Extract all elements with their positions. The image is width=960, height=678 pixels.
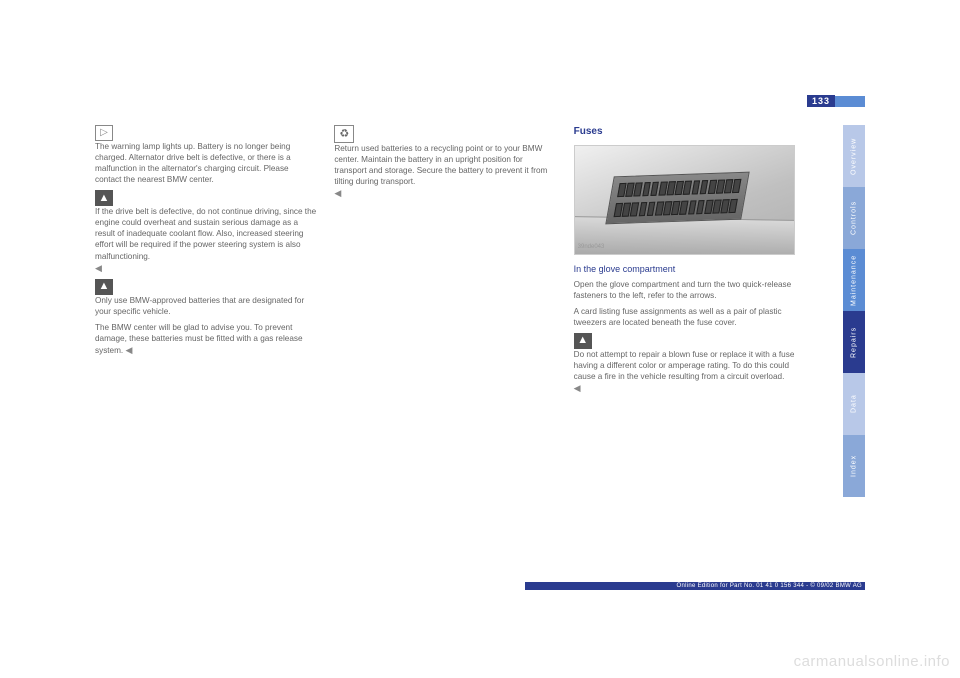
text: Only use BMW-approved batteries that are… [95,295,316,317]
tab-maintenance[interactable]: Maintenance [843,249,865,311]
end-marker-icon: ◀ [126,344,133,356]
end-marker-icon: ◀ [95,262,102,274]
column-3: Fuses 39nde043 In the glove compartme [574,125,795,555]
fuse-panel [605,171,749,224]
figure-label: 39nde043 [578,243,605,251]
page-content: 133 ▷ The warning lamp lights up. Batter… [95,95,865,590]
column-2: ♻ Return used batteries to a recycling p… [334,125,555,555]
end-marker-icon: ◀ [574,382,581,394]
page-number: 133 [807,95,835,107]
para-fuse-warning: ▲ Do not attempt to repair a blown fuse … [574,333,795,394]
tab-index[interactable]: Index [843,435,865,497]
text: If the drive belt is defective, do not c… [95,206,316,261]
tab-overview[interactable]: Overview [843,125,865,187]
fuse-row [613,198,737,216]
figure-bg: 39nde043 [575,146,794,254]
text: The warning lamp lights up. Battery is n… [95,141,316,185]
tab-controls[interactable]: Controls [843,187,865,249]
fuse-figure: 39nde043 [574,145,795,255]
text: Return used batteries to a recycling poi… [334,143,555,187]
play-icon: ▷ [95,125,113,141]
fuse-row [617,178,741,196]
recycle-icon: ♻ [334,125,354,143]
para-card: A card listing fuse assignments as well … [574,306,795,328]
end-marker-icon: ◀ [334,187,341,199]
tab-repairs[interactable]: Repairs [843,311,865,373]
watermark: carmanualsonline.info [794,653,950,670]
warning-icon: ▲ [95,190,113,206]
page-number-bar: 133 [807,95,865,107]
page-stripe [835,96,865,107]
tab-data[interactable]: Data [843,373,865,435]
para-bmw-center: The BMW center will be glad to advise yo… [95,322,316,356]
para-battery-warning: ▷ The warning lamp lights up. Battery is… [95,125,316,185]
subheading-glove: In the glove compartment [574,263,795,275]
column-layout: ▷ The warning lamp lights up. Battery is… [95,125,795,555]
para-recycle: ♻ Return used batteries to a recycling p… [334,125,555,199]
para-belt-warning: ▲ If the drive belt is defective, do not… [95,190,316,273]
warning-icon: ▲ [574,333,592,349]
heading-fuses: Fuses [574,125,795,139]
para-open-glove: Open the glove compartment and turn the … [574,279,795,301]
warning-icon: ▲ [95,279,113,295]
column-1: ▷ The warning lamp lights up. Battery is… [95,125,316,555]
footer-bar: Online Edition for Part No. 01 41 0 156 … [525,582,865,590]
text: Do not attempt to repair a blown fuse or… [574,349,795,382]
side-tabs: Overview Controls Maintenance Repairs Da… [843,125,865,497]
para-approved-batteries: ▲ Only use BMW-approved batteries that a… [95,279,316,317]
